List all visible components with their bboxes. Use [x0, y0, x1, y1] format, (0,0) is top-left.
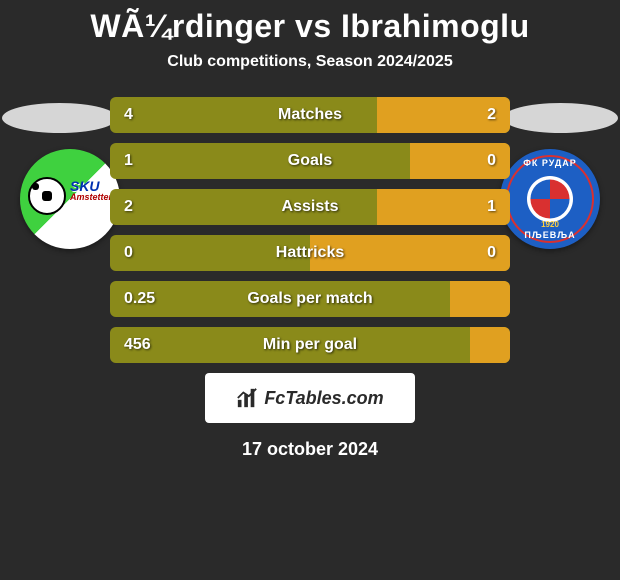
stat-row: 4 Matches 2: [110, 97, 510, 133]
club-badge-right-art: ФК РУДАР ПЉЕВЉА 1920: [500, 149, 600, 249]
stat-fill-right: [470, 327, 510, 363]
stat-value-right: 2: [487, 106, 496, 124]
badge-core: [527, 176, 573, 222]
club-left-sub: Amstetten: [70, 193, 114, 202]
stat-value-left: 0: [124, 244, 133, 262]
footer-brand-text: FcTables.com: [264, 388, 383, 409]
stat-value-left: 2: [124, 198, 133, 216]
club-right-year: 1920: [541, 220, 559, 229]
stats-list: 4 Matches 2 1 Goals 0 2 Assists 1 0 Hattricks 0 0.25…: [110, 89, 510, 363]
comparison-card: WÃ¼rdinger vs Ibrahimoglu Club competiti…: [0, 0, 620, 460]
swirl-icon: [530, 179, 569, 218]
stat-value-left: 1: [124, 152, 133, 170]
stat-label: Goals per match: [247, 290, 372, 308]
stat-row: 2 Assists 1: [110, 189, 510, 225]
stat-value-right: 0: [487, 152, 496, 170]
subtitle: Club competitions, Season 2024/2025: [0, 53, 620, 89]
player-name-pill-left: [2, 103, 117, 133]
stat-value-left: 4: [124, 106, 133, 124]
stat-value-left: 0.25: [124, 290, 155, 308]
club-right-bot-text: ПЉЕВЉА: [524, 230, 575, 240]
club-right-top-text: ФК РУДАР: [523, 158, 577, 168]
soccer-ball-icon: [28, 177, 66, 215]
footer-date: 17 october 2024: [0, 439, 620, 460]
bar-chart-icon: [236, 387, 258, 409]
stat-fill-right: [450, 281, 510, 317]
stat-value-right: 0: [487, 244, 496, 262]
footer-brand[interactable]: FcTables.com: [205, 373, 415, 423]
stat-row: 456 Min per goal: [110, 327, 510, 363]
stat-row: 1 Goals 0: [110, 143, 510, 179]
stat-label: Goals: [288, 152, 332, 170]
stat-label: Matches: [278, 106, 342, 124]
stat-row: 0.25 Goals per match: [110, 281, 510, 317]
club-badge-right: ФК РУДАР ПЉЕВЉА 1920: [500, 149, 600, 249]
stat-label: Min per goal: [263, 336, 357, 354]
page-title: WÃ¼rdinger vs Ibrahimoglu: [0, 0, 620, 53]
player-name-pill-right: [503, 103, 618, 133]
stat-label: Assists: [282, 198, 339, 216]
stat-label: Hattricks: [276, 244, 344, 262]
club-badge-left-art: SKU Amstetten: [20, 149, 120, 249]
club-left-text: SKU Amstetten: [70, 179, 114, 202]
main-panel: SKU Amstetten ФК РУДАР ПЉЕВЉА 1920 4 Matc…: [0, 89, 620, 460]
stat-value-right: 1: [487, 198, 496, 216]
stat-row: 0 Hattricks 0: [110, 235, 510, 271]
stat-value-left: 456: [124, 336, 151, 354]
club-badge-left: SKU Amstetten: [20, 149, 120, 249]
